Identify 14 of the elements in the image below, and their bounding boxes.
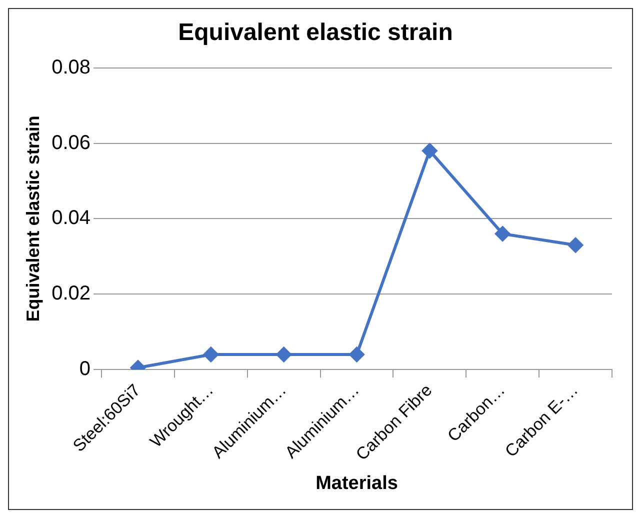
point: [495, 226, 510, 242]
y-axis-title: Equivalent elastic strain: [22, 116, 43, 322]
y-tick-label: 0.08: [52, 56, 91, 78]
point: [422, 143, 438, 158]
y-tick-label: 0.04: [52, 207, 91, 230]
y-tick-label: 0.06: [52, 132, 91, 154]
point: [349, 347, 364, 362]
point: [276, 347, 292, 362]
y-tick-label: 0: [79, 358, 91, 380]
point: [568, 238, 584, 253]
chart-title: Equivalent elastic strain: [178, 19, 453, 46]
y-tick-label: 0.02: [52, 282, 91, 305]
point: [203, 347, 218, 362]
x-axis-title: Materials: [316, 472, 398, 494]
